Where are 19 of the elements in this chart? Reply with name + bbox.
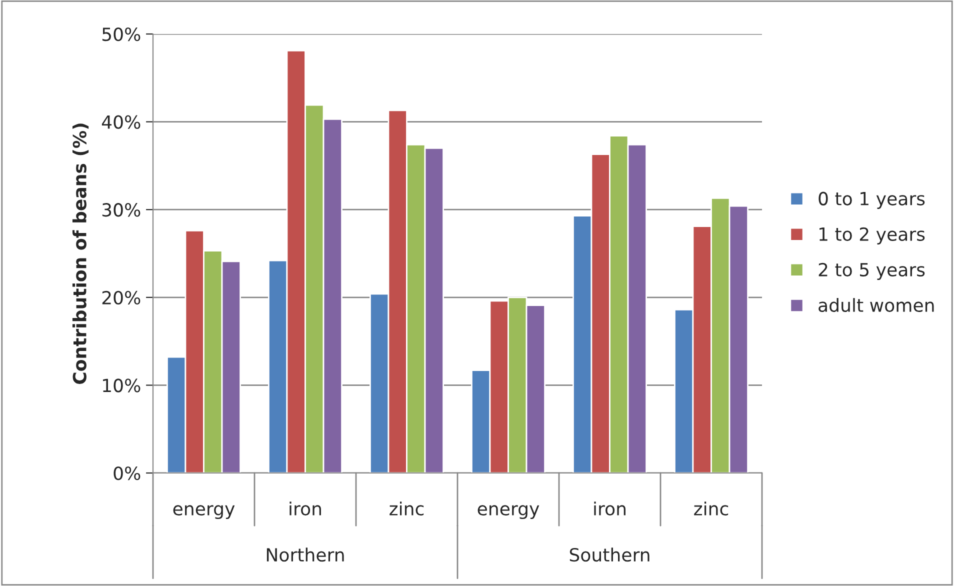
text: Northern <box>266 548 344 562</box>
x-tick-label: zinc <box>694 502 728 516</box>
legend-label: adult women <box>818 298 934 312</box>
y-tick-label: 10% <box>103 378 140 392</box>
x-tick-label: iron <box>594 502 626 516</box>
y-tick-label: 20% <box>102 290 140 305</box>
legend-label: 1 to 2 years <box>819 227 925 244</box>
y-tick-label: 50% <box>102 27 140 42</box>
legend-label: 2 to 5 years <box>818 262 925 280</box>
y-tick-label: 40% <box>102 115 140 129</box>
x-tick-label: zinc <box>390 502 424 516</box>
x-tick-label: iron <box>290 502 321 516</box>
y-tick-label: 30% <box>102 203 140 217</box>
legend-label: 0 to 1 years <box>818 192 925 209</box>
text: Southern <box>570 548 650 562</box>
x-tick-label: energy <box>173 505 235 520</box>
y-tick-label: 0% <box>114 466 140 480</box>
x-tick-label: energy <box>478 505 540 520</box>
y-axis-title: Contribution of beans (%) <box>72 124 89 384</box>
